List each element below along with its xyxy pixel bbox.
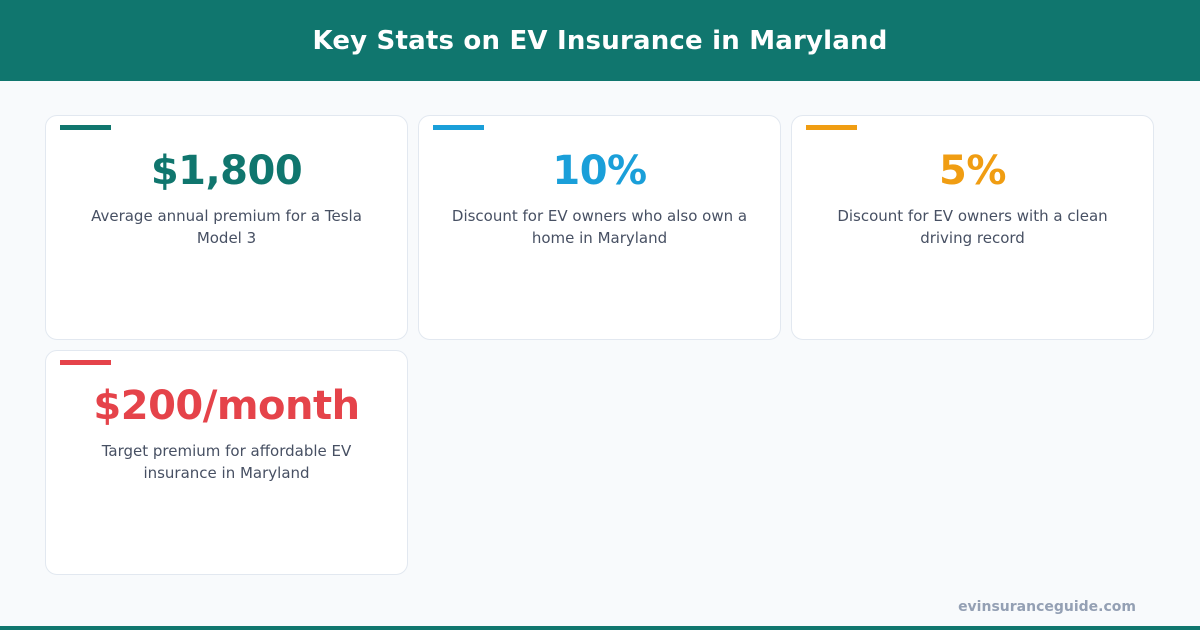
stat-value: 10% — [552, 148, 647, 194]
stat-card-homeowner-discount: 10% Discount for EV owners who also own … — [418, 115, 781, 340]
stat-value: $200/month — [93, 383, 360, 429]
accent-bar — [806, 125, 857, 130]
stat-description: Average annual premium for a Tesla Model… — [91, 207, 362, 247]
accent-bar — [60, 125, 111, 130]
stat-card-annual-premium: $1,800 Average annual premium for a Tesl… — [45, 115, 408, 340]
accent-bar — [60, 360, 111, 365]
accent-bar — [433, 125, 484, 130]
page-title: Key Stats on EV Insurance in Maryland — [312, 25, 888, 56]
stat-description: Discount for EV owners with a clean driv… — [837, 207, 1108, 247]
footer-bar — [0, 626, 1200, 630]
site-watermark: evinsuranceguide.com — [958, 599, 1136, 615]
stat-card-target-premium: $200/month Target premium for affordable… — [45, 350, 408, 575]
stat-description: Discount for EV owners who also own a ho… — [451, 207, 748, 247]
stat-value: $1,800 — [150, 148, 303, 194]
stat-description: Target premium for affordable EV insuran… — [101, 442, 352, 482]
stat-value: 5% — [939, 148, 1006, 194]
header-banner: Key Stats on EV Insurance in Maryland — [0, 0, 1200, 81]
stat-card-clean-record-discount: 5% Discount for EV owners with a clean d… — [791, 115, 1154, 340]
